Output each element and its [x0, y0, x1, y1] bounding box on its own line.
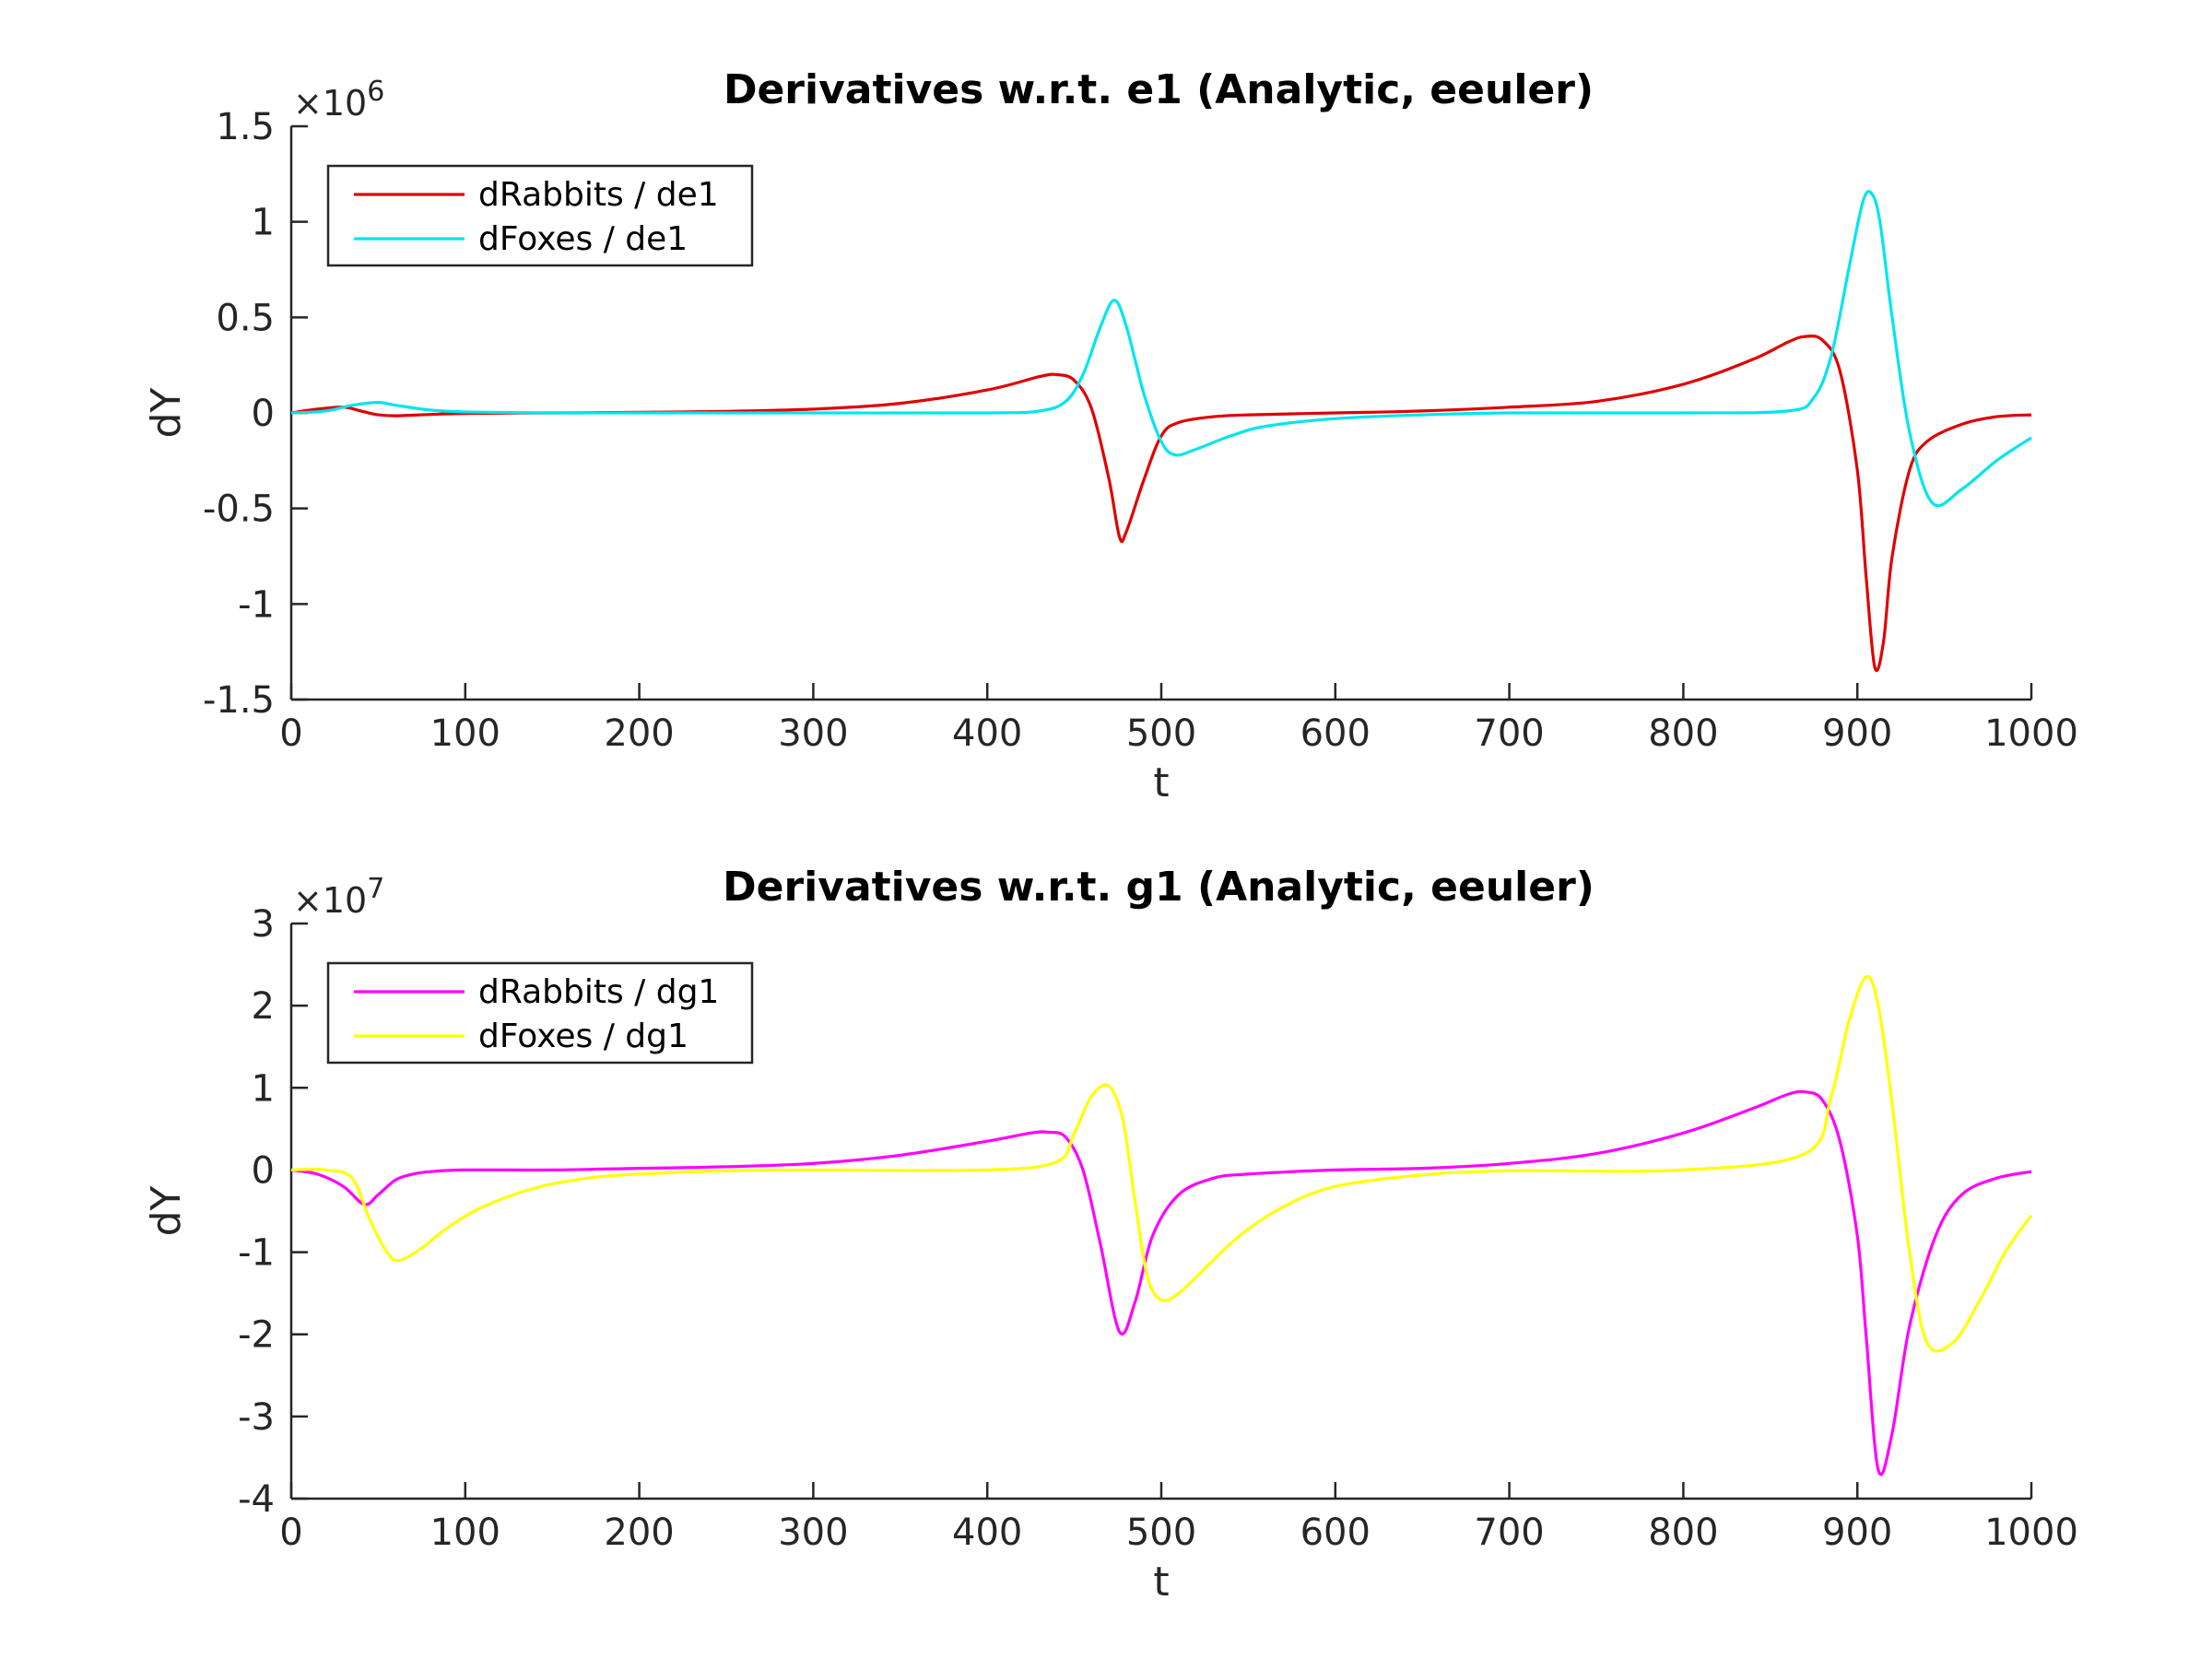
subplot-g1: Derivatives w.r.t. g1 (Analytic, eeuler)…: [143, 864, 2078, 1606]
axes-e1: 0 100 200 300 400 500 600 700 800 900 1000 1.5 1 0.5 0…: [143, 76, 2078, 806]
legend-label-drabbits-dg1: dRabbits / dg1: [478, 973, 719, 1011]
legend-box-g1: [326, 961, 754, 1065]
y-tick-label-e1: 0: [252, 393, 275, 435]
x-tick-label-e1: 1000: [1984, 712, 2078, 755]
series-line-dfoxes-dg1: [290, 974, 2033, 1353]
legend-box-e1: [326, 164, 754, 267]
x-tick-label-g1: 400: [952, 1512, 1022, 1554]
x-tick-label-g1: 200: [604, 1512, 674, 1554]
y-tick-label-g1: 1: [252, 1067, 275, 1110]
y-tick-label-e1: 1.5: [216, 106, 275, 148]
x-tick-label-g1: 300: [778, 1512, 848, 1554]
x-tick-label-e1: 200: [604, 712, 674, 755]
series-line-drabbits-dg1: [290, 1089, 2032, 1477]
x-tick-label-g1: 600: [1300, 1512, 1371, 1554]
y-tick-label-e1: -0.5: [203, 488, 275, 531]
y-tick-label-e1: 0.5: [216, 297, 275, 339]
y-tick-label-g1: 0: [252, 1149, 275, 1192]
x-tick-label-e1: 700: [1474, 712, 1544, 755]
chart-title-g1: Derivatives w.r.t. g1 (Analytic, eeuler): [723, 864, 1594, 911]
y-tick-label-e1: 1: [252, 202, 275, 244]
x-tick-label-g1: 1000: [1984, 1512, 2078, 1554]
x-axis-label-g1: t: [1153, 1559, 1169, 1606]
series-line-dfoxes-de1: [290, 190, 2032, 508]
y-tick-label-g1: -4: [238, 1478, 275, 1521]
legend-label-dfoxes-dg1: dFoxes / dg1: [478, 1018, 688, 1055]
legend-g1: dRabbits / dg1 dFoxes / dg1: [326, 961, 754, 1065]
x-tick-label-e1: 800: [1648, 712, 1718, 755]
axes-g1: 0 100 200 300 400 500 600 700 800 900 1000 3 2 1 0 -1 -2…: [143, 873, 2078, 1606]
x-tick-label-e1: 500: [1126, 712, 1196, 755]
y-tick-label-g1: -2: [238, 1314, 275, 1357]
chart-title-e1: Derivatives w.r.t. e1 (Analytic, eeuler): [724, 66, 1594, 113]
subplot-e1: Derivatives w.r.t. e1 (Analytic, eeuler)…: [143, 66, 2078, 806]
series-lines-g1: [290, 974, 2033, 1477]
y-tick-label-g1: -1: [238, 1232, 275, 1275]
x-tick-label-g1: 700: [1474, 1512, 1544, 1554]
y-exponent-label-g1: ×107: [293, 873, 384, 921]
x-tick-label-g1: 0: [279, 1512, 302, 1554]
legend-e1: dRabbits / de1 dFoxes / de1: [326, 164, 754, 267]
y-tick-label-g1: -3: [238, 1396, 275, 1439]
y-tick-label-e1: -1.5: [203, 679, 275, 722]
x-tick-label-g1: 100: [430, 1512, 500, 1554]
legend-label-drabbits-de1: dRabbits / de1: [478, 176, 719, 214]
y-tick-label-g1: 3: [252, 903, 275, 946]
x-axis-label-e1: t: [1153, 759, 1169, 806]
x-tick-label-g1: 800: [1648, 1512, 1718, 1554]
y-axis-label-g1: dY: [143, 1185, 190, 1236]
series-line-drabbits-de1: [290, 334, 2032, 673]
legend-label-dfoxes-de1: dFoxes / de1: [478, 220, 688, 258]
series-lines-e1: [290, 190, 2032, 673]
x-tick-label-e1: 0: [279, 712, 302, 755]
x-tick-label-g1: 900: [1822, 1512, 1892, 1554]
y-tick-label-e1: -1: [238, 583, 275, 626]
x-tick-label-e1: 900: [1822, 712, 1892, 755]
y-axis-label-e1: dY: [143, 387, 190, 438]
x-tick-label-e1: 600: [1300, 712, 1371, 755]
y-tick-label-g1: 2: [252, 985, 275, 1028]
x-tick-label-e1: 400: [952, 712, 1022, 755]
y-exponent-label-e1: ×106: [293, 76, 384, 124]
x-tick-label-e1: 300: [778, 712, 848, 755]
x-tick-label-e1: 100: [430, 712, 500, 755]
x-tick-label-g1: 500: [1126, 1512, 1196, 1554]
